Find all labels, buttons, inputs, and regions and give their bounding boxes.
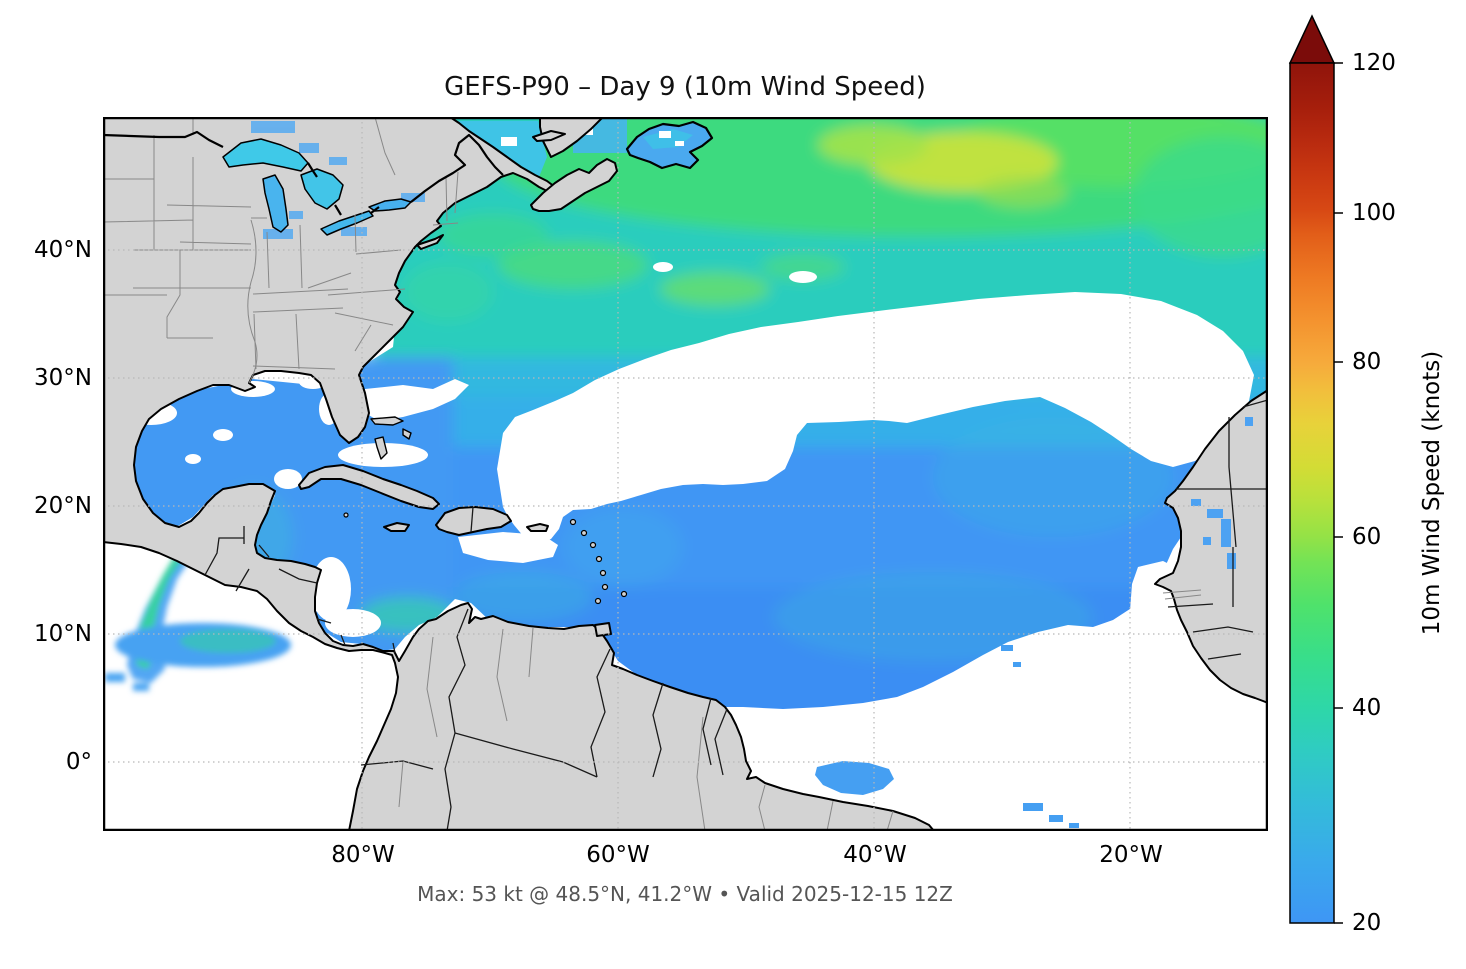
cbtick-60: 60 [1352, 524, 1382, 550]
ytick-40n: 40°N [34, 237, 92, 263]
land-long-island [416, 234, 444, 250]
land-africa [1154, 389, 1269, 704]
land-bahamas [370, 416, 412, 460]
land-jamaica [383, 522, 410, 532]
equatorial-wind-patch [815, 645, 1079, 828]
lake-superior [222, 138, 309, 172]
land-puerto-rico [526, 523, 549, 532]
lake-wind-fringes [251, 121, 425, 239]
land-quebec-north-shore [539, 116, 604, 158]
colorbar-gradient [1289, 62, 1335, 924]
lesser-antilles [343, 512, 628, 605]
xtick-80w: 80°W [331, 842, 395, 868]
ytick-20n: 20°N [34, 493, 92, 519]
lake-huron [300, 168, 344, 210]
ytick-0: 0° [65, 749, 92, 775]
plot-title: GEFS-P90 – Day 9 (10m Wind Speed) [444, 72, 926, 102]
country-borders [204, 399, 1269, 832]
xtick-60w: 60°W [586, 842, 650, 868]
land-cuba [298, 464, 440, 510]
land-americas [102, 116, 935, 832]
hispaniola-south-calm [458, 532, 558, 563]
cbtick-80: 80 [1352, 349, 1382, 375]
map-frame [102, 116, 1269, 832]
colorbar-label: 10m Wind Speed (knots) [1419, 350, 1445, 636]
gridlines [103, 117, 1268, 831]
cbtick-120: 120 [1352, 50, 1396, 76]
great-lakes [222, 138, 412, 236]
colorbar-arrow [1288, 14, 1336, 64]
land-trinidad [594, 622, 612, 637]
bahamas-calm-patch [365, 379, 469, 421]
colorbar-tick-marks [1334, 62, 1343, 924]
land-hispaniola [435, 506, 512, 536]
land-anticosti [532, 130, 566, 142]
cbtick-40: 40 [1352, 695, 1382, 721]
subtropical-calm-wedge [497, 292, 1254, 543]
ytick-10n: 10°N [34, 621, 92, 647]
land-nova-scotia [530, 158, 618, 212]
cbtick-100: 100 [1352, 200, 1396, 226]
lake-erie [320, 210, 374, 236]
max-valid-caption: Max: 53 kt @ 48.5°N, 41.2°W • Valid 2025… [417, 882, 953, 906]
sahara-wind-patches [1191, 417, 1253, 569]
lake-michigan [262, 174, 289, 233]
cbtick-20: 20 [1352, 910, 1382, 936]
colorbar [1288, 14, 1343, 924]
land-newfoundland [625, 120, 714, 170]
xtick-20w: 20°W [1099, 842, 1163, 868]
map-plot [102, 107, 1269, 832]
map-canvas [102, 107, 1269, 832]
xtick-40w: 40°W [843, 842, 907, 868]
ytick-30n: 30°N [34, 365, 92, 391]
state-borders [102, 116, 1202, 832]
land [102, 116, 1269, 832]
us-canada-border [102, 130, 504, 216]
